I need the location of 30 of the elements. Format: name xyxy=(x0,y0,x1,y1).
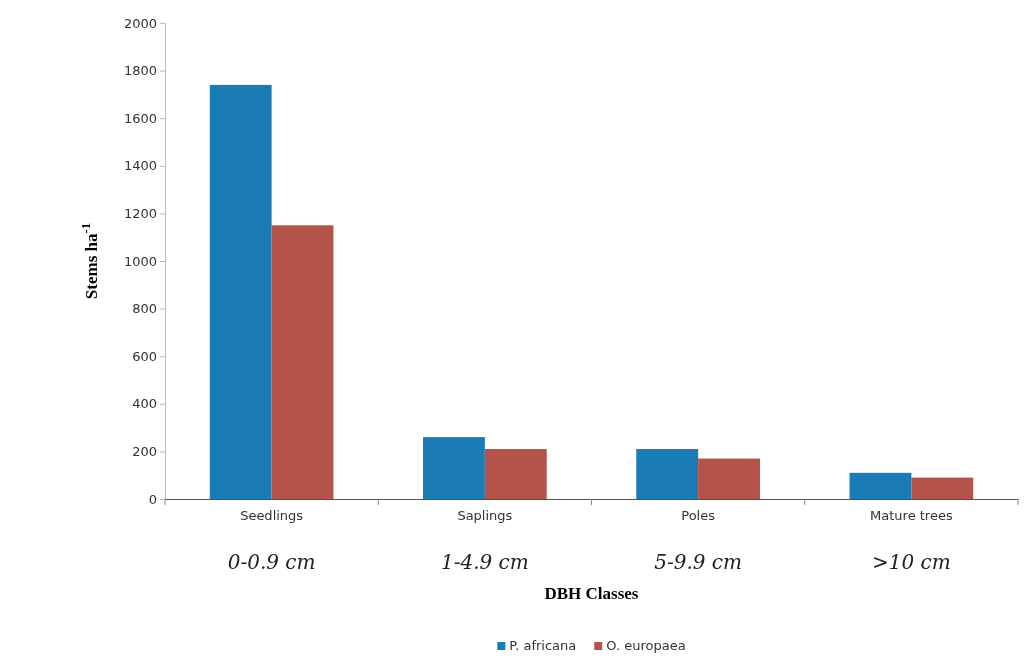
y-tick-label: 200 xyxy=(132,444,157,460)
bar xyxy=(698,458,760,499)
x-tick-label: Seedlings xyxy=(240,508,304,524)
bar xyxy=(636,449,699,499)
legend-label: O. europaea xyxy=(606,638,686,653)
bar xyxy=(209,84,272,499)
y-tick-label: 1800 xyxy=(123,63,157,79)
bar xyxy=(484,449,547,499)
text: >10 cm xyxy=(872,550,951,574)
text: 5-9.9 cm xyxy=(654,550,743,574)
y-tick-label: 1000 xyxy=(123,253,157,269)
y-tick-label: 1400 xyxy=(123,158,157,174)
legend-label: P. africana xyxy=(509,638,577,653)
bar xyxy=(849,472,912,499)
y-tick-label: 800 xyxy=(132,301,157,317)
x-axis-title: DBH Classes xyxy=(544,584,639,603)
y-tick-label: 1200 xyxy=(123,206,157,222)
x-tick-label: Poles xyxy=(681,508,716,524)
bar xyxy=(271,225,334,499)
y-tick-label: 1600 xyxy=(123,110,157,126)
text: 0-0.9 cm xyxy=(227,550,316,574)
y-tick-label: 600 xyxy=(132,348,157,364)
bar xyxy=(911,477,974,499)
x-tick-label: Mature trees xyxy=(870,508,953,524)
y-tick-label: 400 xyxy=(132,396,157,412)
bar xyxy=(423,437,485,499)
x-tick-label: Saplings xyxy=(457,508,513,524)
y-tick-label: 2000 xyxy=(123,15,157,31)
y-tick-label: 0 xyxy=(148,491,157,507)
text: 1-4.9 cm xyxy=(440,550,529,574)
